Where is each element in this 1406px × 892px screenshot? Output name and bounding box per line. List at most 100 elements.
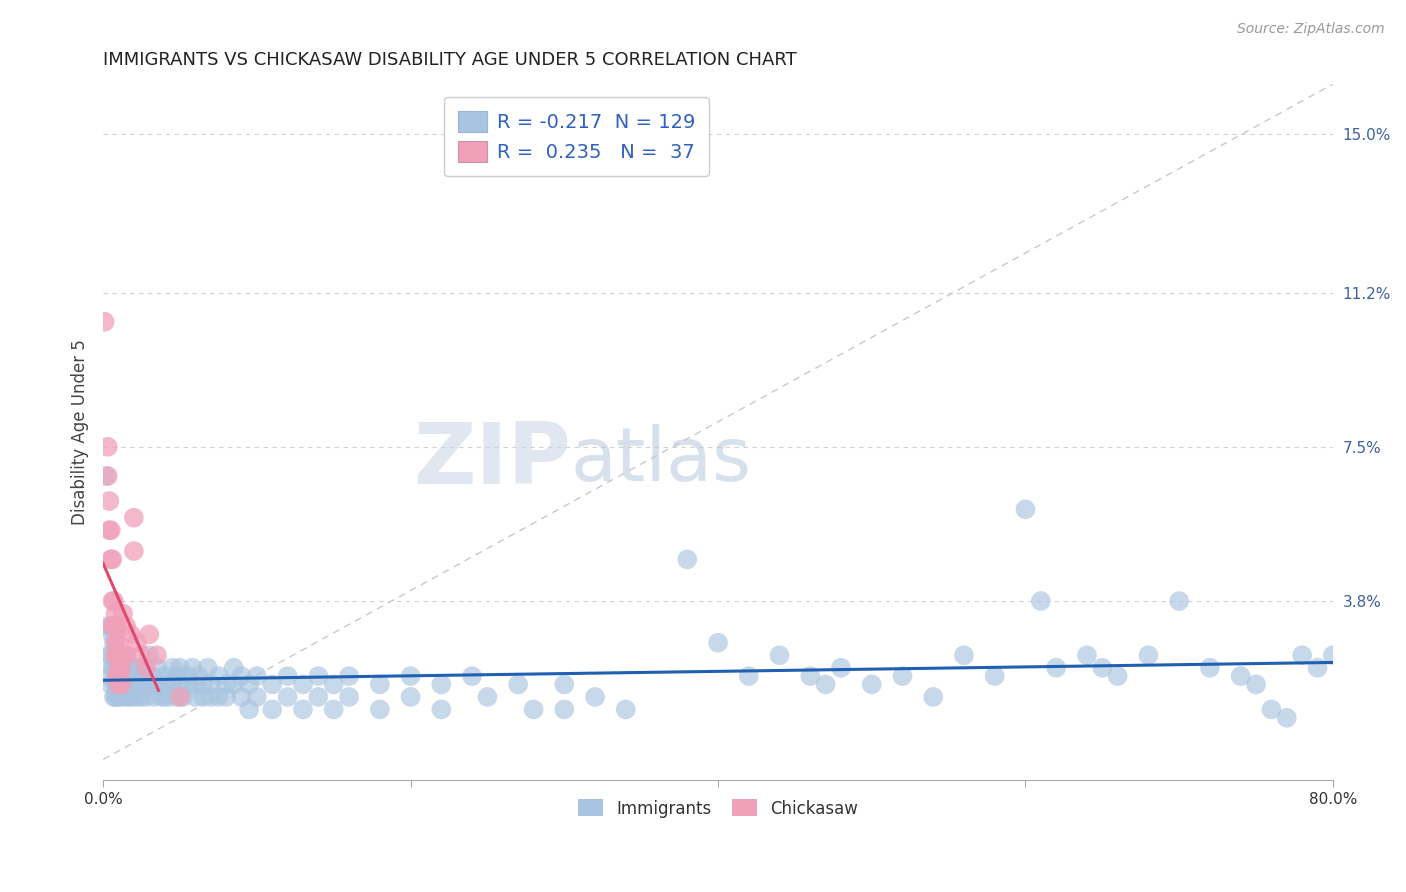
Text: Source: ZipAtlas.com: Source: ZipAtlas.com	[1237, 22, 1385, 37]
Point	[101, 627, 124, 641]
Point	[1014, 502, 1036, 516]
Point	[125, 636, 148, 650]
Point	[100, 523, 122, 537]
Point	[768, 648, 790, 663]
Point	[150, 690, 173, 704]
Point	[200, 690, 222, 704]
Point	[184, 690, 207, 704]
Point	[291, 677, 314, 691]
Point	[1275, 711, 1298, 725]
Point	[157, 690, 180, 704]
Point	[108, 661, 131, 675]
Point	[191, 690, 214, 704]
Point	[142, 690, 165, 704]
Point	[215, 690, 238, 704]
Point	[146, 661, 169, 675]
Point	[262, 702, 284, 716]
Point	[231, 669, 253, 683]
Point	[222, 677, 245, 691]
Point	[115, 690, 138, 704]
Point	[461, 669, 484, 683]
Point	[553, 677, 575, 691]
Point	[1168, 594, 1191, 608]
Point	[1229, 669, 1251, 683]
Point	[262, 677, 284, 691]
Point	[108, 648, 131, 663]
Point	[1137, 648, 1160, 663]
Point	[277, 690, 299, 704]
Point	[134, 661, 156, 675]
Point	[1091, 661, 1114, 675]
Point	[110, 661, 132, 675]
Point	[104, 607, 127, 621]
Text: ZIP: ZIP	[413, 418, 571, 501]
Point	[522, 702, 544, 716]
Point	[207, 690, 229, 704]
Point	[184, 677, 207, 691]
Point	[176, 677, 198, 691]
Point	[103, 661, 125, 675]
Point	[1076, 648, 1098, 663]
Point	[1291, 648, 1313, 663]
Point	[399, 669, 422, 683]
Point	[108, 677, 131, 691]
Point	[614, 702, 637, 716]
Point	[131, 648, 153, 663]
Point	[100, 677, 122, 691]
Point	[115, 648, 138, 663]
Point	[105, 661, 128, 675]
Point	[97, 469, 120, 483]
Point	[830, 661, 852, 675]
Text: atlas: atlas	[571, 424, 751, 497]
Point	[101, 594, 124, 608]
Y-axis label: Disability Age Under 5: Disability Age Under 5	[72, 339, 89, 525]
Point	[118, 669, 141, 683]
Point	[153, 669, 176, 683]
Point	[953, 648, 976, 663]
Point	[583, 690, 606, 704]
Point	[138, 648, 160, 663]
Point	[738, 669, 761, 683]
Text: IMMIGRANTS VS CHICKASAW DISABILITY AGE UNDER 5 CORRELATION CHART: IMMIGRANTS VS CHICKASAW DISABILITY AGE U…	[103, 51, 797, 69]
Point	[983, 669, 1005, 683]
Point	[799, 669, 821, 683]
Point	[121, 690, 143, 704]
Point	[307, 690, 329, 704]
Point	[120, 661, 142, 675]
Point	[162, 677, 184, 691]
Point	[1260, 702, 1282, 716]
Point	[105, 669, 128, 683]
Point	[707, 636, 730, 650]
Point	[98, 648, 121, 663]
Point	[200, 677, 222, 691]
Point	[97, 440, 120, 454]
Point	[105, 690, 128, 704]
Point	[1306, 661, 1329, 675]
Point	[162, 661, 184, 675]
Point	[1244, 677, 1267, 691]
Point	[105, 648, 128, 663]
Point	[814, 677, 837, 691]
Point	[1045, 661, 1067, 675]
Point	[120, 627, 142, 641]
Point	[108, 669, 131, 683]
Point	[122, 510, 145, 524]
Point	[191, 677, 214, 691]
Point	[138, 677, 160, 691]
Point	[187, 669, 209, 683]
Point	[93, 315, 115, 329]
Point	[169, 661, 191, 675]
Point	[101, 552, 124, 566]
Point	[477, 690, 499, 704]
Point	[322, 702, 344, 716]
Point	[231, 690, 253, 704]
Point	[1107, 669, 1129, 683]
Point	[112, 607, 135, 621]
Point	[114, 669, 136, 683]
Point	[860, 677, 883, 691]
Point	[1029, 594, 1052, 608]
Point	[207, 669, 229, 683]
Point	[337, 690, 360, 704]
Point	[307, 669, 329, 683]
Point	[103, 690, 125, 704]
